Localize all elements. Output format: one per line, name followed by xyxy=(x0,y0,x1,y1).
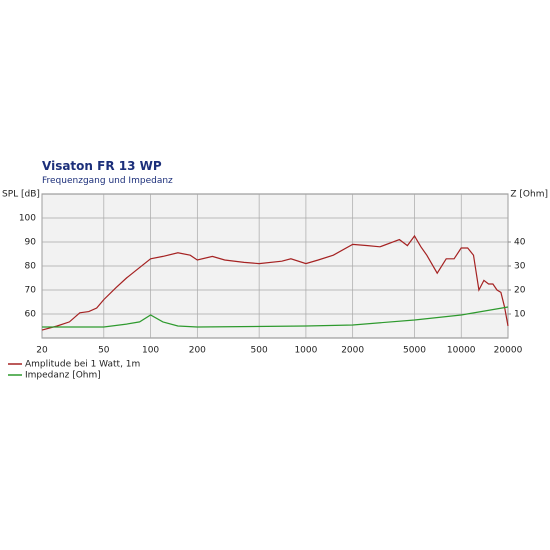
x-tick-label: 20 xyxy=(36,346,48,356)
x-tick-label: 50 xyxy=(98,346,110,356)
y-tick-label: 90 xyxy=(25,238,37,248)
y-tick-label: 80 xyxy=(25,262,37,272)
chart-subtitle: Frequenzgang und Impedanz xyxy=(42,176,173,186)
x-tick-label: 10000 xyxy=(447,346,476,356)
legend-label: Amplitude bei 1 Watt, 1m xyxy=(25,360,140,370)
y2-axis-label: Z [Ohm] xyxy=(510,190,548,200)
y2-tick-label: 20 xyxy=(514,286,526,296)
legend-label: Impedanz [Ohm] xyxy=(25,371,101,381)
x-tick-label: 200 xyxy=(189,346,206,356)
y2-tick-label: 10 xyxy=(514,310,526,320)
y2-tick-label: 30 xyxy=(514,262,526,272)
x-tick-label: 100 xyxy=(142,346,159,356)
x-tick-label: 20000 xyxy=(494,346,523,356)
y-tick-label: 100 xyxy=(19,214,36,224)
y-tick-label: 60 xyxy=(25,310,37,320)
series-line xyxy=(41,234,509,331)
x-tick-label: 2000 xyxy=(341,346,364,356)
x-tick-label: 500 xyxy=(251,346,268,356)
series-line xyxy=(42,306,509,328)
chart-title: Visaton FR 13 WP xyxy=(42,159,162,173)
y2-tick-label: 40 xyxy=(514,238,526,248)
x-tick-label: 1000 xyxy=(294,346,317,356)
x-tick-label: 5000 xyxy=(403,346,426,356)
y-tick-label: 70 xyxy=(25,286,37,296)
y-axis-label: SPL [dB] xyxy=(2,190,40,200)
